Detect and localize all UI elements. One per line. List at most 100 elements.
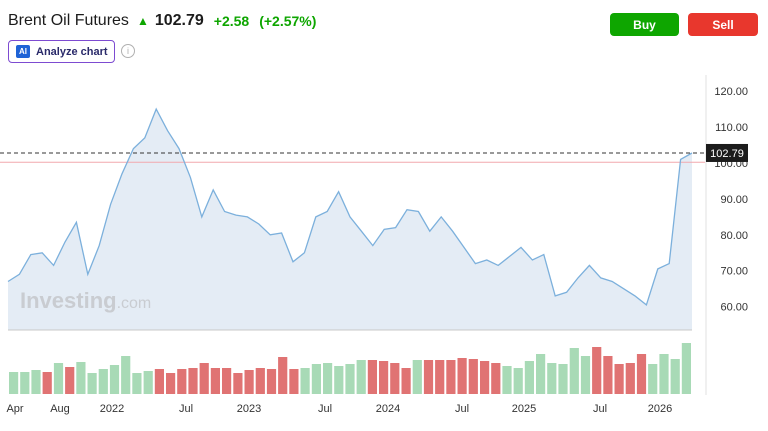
volume-bar bbox=[524, 361, 534, 394]
info-icon[interactable]: i bbox=[121, 44, 135, 58]
analyze-chart-label: Analyze chart bbox=[36, 45, 108, 58]
watermark-suffix: .com bbox=[117, 295, 152, 312]
x-tick-label: 2022 bbox=[100, 403, 124, 415]
x-tick-label: 2026 bbox=[648, 403, 672, 415]
volume-bars bbox=[9, 343, 691, 394]
last-price-tag bbox=[706, 143, 748, 162]
volume-bar bbox=[390, 363, 400, 394]
buy-button[interactable]: Buy bbox=[610, 13, 679, 36]
volume-bar bbox=[625, 363, 635, 394]
volume-bar bbox=[109, 365, 120, 394]
volume-bar bbox=[244, 370, 254, 394]
volume-bar bbox=[401, 368, 411, 394]
watermark-brand: Investing bbox=[20, 288, 117, 313]
volume-bar bbox=[188, 368, 198, 394]
price-change: +2.58 bbox=[213, 13, 250, 29]
volume-bar bbox=[603, 356, 613, 394]
volume-bar bbox=[154, 369, 164, 394]
volume-bar bbox=[446, 360, 456, 394]
investing-watermark: Investing.com bbox=[20, 288, 151, 313]
x-tick-label: Jul bbox=[318, 403, 332, 415]
price-line bbox=[7, 107, 693, 306]
volume-bar bbox=[681, 343, 691, 394]
volume-bar bbox=[659, 354, 669, 394]
volume-bar bbox=[502, 366, 512, 394]
volume-bar bbox=[121, 356, 131, 394]
price-change-percent: (+2.57%) bbox=[259, 13, 317, 29]
y-tick-label: 90.00 bbox=[720, 194, 748, 206]
volume-bar bbox=[457, 358, 467, 394]
y-tick-label: 120.00 bbox=[714, 86, 748, 98]
x-tick-label: Apr bbox=[6, 403, 23, 415]
x-tick-label: 2023 bbox=[237, 403, 261, 415]
volume-bar bbox=[480, 361, 490, 394]
volume-bar bbox=[65, 367, 75, 394]
volume-bar bbox=[334, 366, 344, 394]
volume-bar bbox=[379, 361, 389, 394]
x-tick-label: Jul bbox=[455, 403, 469, 415]
x-tick-label: Jul bbox=[593, 403, 607, 415]
volume-bar bbox=[491, 363, 501, 394]
volume-bar bbox=[143, 371, 153, 394]
instrument-header: Brent Oil Futures ▲ 102.79 +2.58 (+2.57%… bbox=[8, 10, 316, 32]
volume-bar bbox=[592, 347, 602, 394]
ai-badge-icon: AI bbox=[16, 45, 30, 58]
sell-button[interactable]: Sell bbox=[688, 13, 758, 36]
volume-bar bbox=[76, 362, 86, 394]
x-tick-label: Aug bbox=[50, 403, 70, 415]
volume-bar bbox=[87, 373, 97, 394]
volume-bar bbox=[98, 369, 108, 394]
volume-bar bbox=[412, 360, 422, 394]
volume-bar bbox=[547, 363, 557, 394]
last-price-tag-label: 102.79 bbox=[710, 148, 744, 160]
analyze-chart-button[interactable]: AI Analyze chart bbox=[8, 40, 115, 63]
last-price: 102.79 bbox=[154, 12, 204, 29]
volume-bar bbox=[323, 363, 333, 394]
volume-bar bbox=[580, 356, 591, 394]
volume-bar bbox=[558, 364, 568, 394]
volume-bar bbox=[311, 364, 321, 394]
volume-bar bbox=[31, 370, 41, 394]
volume-bar bbox=[435, 360, 445, 394]
volume-bar bbox=[177, 369, 187, 394]
volume-bar bbox=[53, 363, 64, 394]
x-axis: Apr Aug 2022 Jul 2023 Jul 2024 Jul 2025 Jul 2026 bbox=[6, 403, 672, 415]
volume-bar bbox=[289, 369, 299, 394]
volume-bar bbox=[278, 357, 288, 394]
volume-bar bbox=[614, 364, 624, 394]
x-tick-label: 2024 bbox=[376, 403, 400, 415]
volume-bar bbox=[468, 359, 478, 394]
volume-bar bbox=[166, 373, 176, 394]
y-tick-label: 110.00 bbox=[715, 122, 748, 134]
instrument-title: Brent Oil Futures bbox=[8, 12, 129, 29]
x-tick-label: 2025 bbox=[512, 403, 536, 415]
volume-bar bbox=[300, 368, 310, 394]
volume-bar bbox=[670, 359, 680, 394]
price-area bbox=[8, 109, 692, 330]
volume-bar bbox=[513, 368, 523, 394]
volume-bar bbox=[636, 354, 647, 394]
volume-bar bbox=[199, 363, 209, 394]
volume-bar bbox=[9, 372, 19, 394]
volume-bar bbox=[356, 360, 366, 394]
volume-bar bbox=[210, 368, 220, 394]
volume-bar bbox=[569, 348, 579, 394]
x-tick-label: Jul bbox=[179, 403, 193, 415]
volume-bar bbox=[42, 372, 52, 394]
volume-bar bbox=[233, 373, 243, 394]
volume-bar bbox=[222, 368, 232, 394]
volume-bar bbox=[367, 360, 377, 394]
volume-bar bbox=[266, 369, 277, 394]
volume-bar bbox=[345, 364, 355, 394]
volume-bar bbox=[423, 360, 434, 394]
volume-bar bbox=[132, 373, 142, 394]
volume-bar bbox=[20, 372, 30, 394]
volume-bar bbox=[648, 364, 658, 394]
arrow-up-icon: ▲ bbox=[136, 14, 149, 28]
volume-bar bbox=[536, 354, 546, 394]
y-tick-label: 60.00 bbox=[720, 302, 748, 314]
y-tick-label: 70.00 bbox=[720, 266, 748, 278]
volume-bar bbox=[255, 368, 265, 394]
